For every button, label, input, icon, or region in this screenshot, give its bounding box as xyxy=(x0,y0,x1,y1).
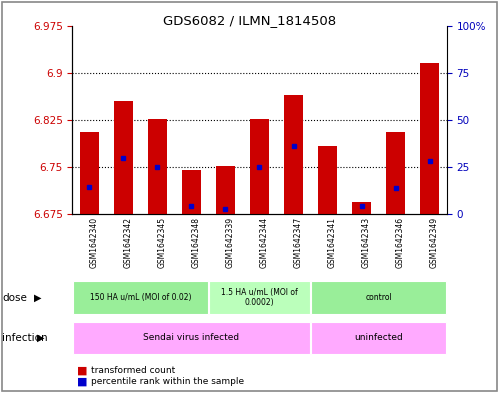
Text: transformed count: transformed count xyxy=(91,366,176,375)
Text: Sendai virus infected: Sendai virus infected xyxy=(143,334,240,342)
Bar xyxy=(216,166,235,214)
Bar xyxy=(420,63,439,214)
Text: GSM1642348: GSM1642348 xyxy=(192,217,201,268)
Text: GSM1642346: GSM1642346 xyxy=(396,217,405,268)
Text: GSM1642347: GSM1642347 xyxy=(293,217,302,268)
Text: GSM1642342: GSM1642342 xyxy=(123,217,132,268)
Bar xyxy=(209,281,310,314)
Text: dose: dose xyxy=(2,293,27,303)
Text: ■: ■ xyxy=(77,365,88,375)
Bar xyxy=(250,119,269,214)
Text: GSM1642339: GSM1642339 xyxy=(226,217,235,268)
Bar xyxy=(318,146,337,214)
Text: percentile rank within the sample: percentile rank within the sample xyxy=(91,377,245,386)
Bar xyxy=(386,132,405,214)
Bar xyxy=(73,281,208,314)
Bar xyxy=(284,95,303,214)
Bar xyxy=(182,170,201,214)
Bar xyxy=(73,322,310,354)
Bar xyxy=(311,322,446,354)
Bar xyxy=(114,101,133,214)
Bar xyxy=(311,281,446,314)
Bar xyxy=(352,202,371,214)
Text: ■: ■ xyxy=(77,376,88,386)
Text: ▶: ▶ xyxy=(37,333,45,343)
Text: infection: infection xyxy=(2,333,48,343)
Text: 150 HA u/mL (MOI of 0.02): 150 HA u/mL (MOI of 0.02) xyxy=(90,293,191,302)
Text: GSM1642344: GSM1642344 xyxy=(259,217,268,268)
Text: control: control xyxy=(365,293,392,302)
Text: GDS6082 / ILMN_1814508: GDS6082 / ILMN_1814508 xyxy=(163,14,336,27)
Text: GSM1642340: GSM1642340 xyxy=(89,217,98,268)
Text: GSM1642341: GSM1642341 xyxy=(327,217,336,268)
Bar xyxy=(148,119,167,214)
Text: GSM1642345: GSM1642345 xyxy=(157,217,166,268)
Text: GSM1642343: GSM1642343 xyxy=(362,217,371,268)
Bar xyxy=(80,132,99,214)
Text: 1.5 HA u/mL (MOI of
0.0002): 1.5 HA u/mL (MOI of 0.0002) xyxy=(221,288,298,307)
Text: ▶: ▶ xyxy=(33,293,41,303)
Text: uninfected: uninfected xyxy=(354,334,403,342)
Text: GSM1642349: GSM1642349 xyxy=(430,217,439,268)
